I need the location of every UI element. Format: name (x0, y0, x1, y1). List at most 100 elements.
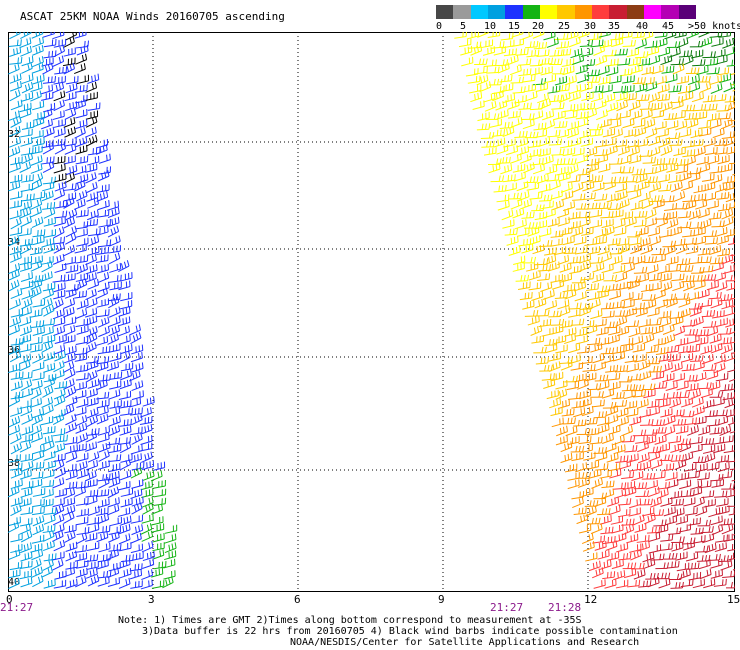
wind-barb (617, 58, 631, 66)
wind-barb (19, 261, 33, 272)
wind-barb (74, 406, 87, 417)
wind-barb (74, 381, 88, 391)
wind-barb (546, 37, 559, 48)
wind-barb (107, 486, 120, 499)
wind-barb (525, 90, 538, 102)
wind-barb (724, 95, 735, 103)
wind-barb (492, 90, 504, 102)
colorbar-segment (626, 5, 644, 19)
wind-barb (65, 82, 78, 94)
wind-barb (657, 93, 671, 102)
wind-barb (591, 92, 604, 103)
wind-barb (97, 170, 110, 182)
wind-barb (30, 155, 43, 166)
wind-barb (665, 73, 678, 84)
wind-barb (19, 371, 33, 380)
wind-barb (98, 153, 111, 164)
wind-barb (108, 444, 122, 454)
wind-barb (96, 405, 109, 417)
wind-barb (53, 241, 65, 254)
colorbar-segment (678, 5, 696, 19)
wind-barb (63, 196, 75, 209)
wind-barb (84, 272, 97, 283)
wind-barb (162, 576, 174, 589)
wind-barb (8, 415, 21, 428)
wind-barb (562, 147, 576, 157)
colorbar-label: 45 (662, 21, 675, 32)
wind-barb (74, 290, 87, 299)
wind-barb (466, 32, 480, 40)
wind-barb (43, 229, 57, 238)
wind-barb (676, 75, 689, 85)
wind-barb (85, 116, 98, 128)
colorbar-segment (661, 5, 679, 19)
wind-barb (634, 126, 647, 137)
wind-barb (595, 55, 608, 66)
wind-barb (98, 450, 110, 462)
wind-barb (41, 118, 53, 130)
wind-barb (671, 99, 684, 110)
wind-barb (85, 81, 98, 93)
wind-barb (8, 363, 21, 373)
wind-barb (32, 444, 45, 455)
wind-barb (75, 209, 89, 218)
wind-barb (86, 360, 99, 371)
wind-barb (85, 288, 97, 301)
wind-barb (725, 46, 735, 57)
wind-barb (714, 138, 728, 147)
wind-barb (32, 575, 44, 588)
wind-barb (630, 109, 643, 120)
wind-barb (163, 570, 176, 580)
wind-barb (648, 54, 661, 66)
wind-barb (567, 127, 580, 139)
wind-barb (63, 62, 75, 75)
wind-barb (21, 193, 35, 202)
wind-barb (98, 553, 111, 563)
wind-barb (495, 99, 508, 111)
wind-barb (75, 567, 88, 578)
wind-barb (63, 155, 76, 165)
wind-barb (41, 260, 53, 273)
wind-barb (713, 49, 726, 59)
wind-barb (31, 100, 45, 111)
wind-barb (20, 183, 33, 193)
wind-barb (30, 343, 43, 353)
wind-barb (21, 480, 34, 490)
wind-barb (685, 67, 700, 75)
wind-barb (558, 48, 572, 57)
wind-barb (97, 460, 110, 470)
wind-barb (119, 351, 131, 364)
wind-barb (603, 137, 617, 147)
wind-barb (76, 263, 89, 275)
wind-barb (521, 113, 535, 121)
wind-barb (622, 39, 636, 48)
wind-barb (476, 74, 489, 86)
wind-barb (723, 136, 735, 147)
wind-barb (52, 55, 65, 67)
wind-barb (65, 232, 77, 245)
wind-barb (97, 433, 110, 443)
wind-barb (109, 380, 122, 390)
colorbar-segment (609, 5, 627, 19)
wind-barb (722, 38, 735, 49)
wind-barb (65, 413, 77, 426)
wind-barb (616, 100, 629, 112)
wind-barb (98, 239, 112, 248)
wind-barb (31, 566, 43, 578)
wind-barb (543, 32, 556, 41)
wind-barb (41, 566, 53, 578)
wind-barb (10, 479, 23, 490)
wind-barb (62, 360, 75, 373)
wind-barb (130, 543, 144, 554)
wind-barb (20, 530, 33, 543)
wind-barb (64, 288, 77, 299)
wind-barb (87, 73, 100, 84)
lat-tick-label: 36 (8, 345, 20, 356)
wind-barb (634, 51, 649, 59)
wind-barb (85, 253, 97, 266)
wind-barb (674, 32, 687, 39)
wind-barb (85, 489, 99, 498)
wind-barb (151, 567, 164, 578)
wind-barb (32, 36, 45, 48)
wind-barb (454, 32, 467, 39)
